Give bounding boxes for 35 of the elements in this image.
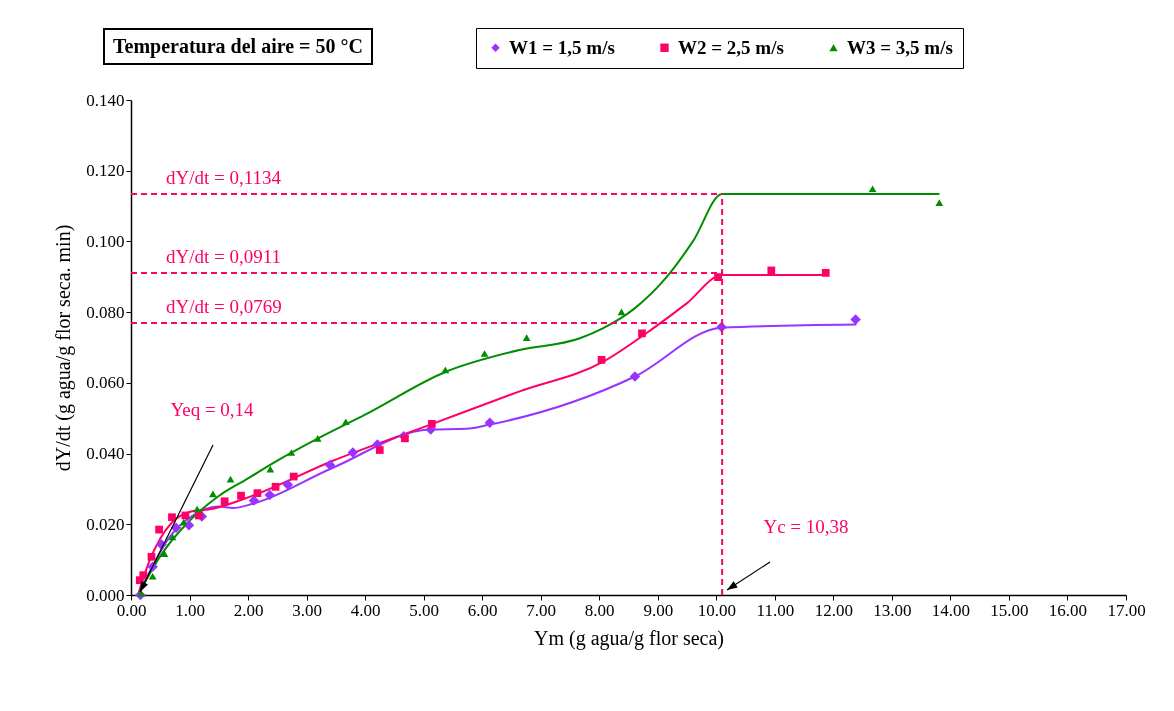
x-tick-label: 7.00 — [526, 600, 557, 620]
x-tick-label: 5.00 — [409, 600, 440, 620]
y-tick-label: 0.120 — [86, 161, 125, 181]
ref-line-label: dY/dt = 0,1134 — [166, 167, 282, 189]
ref-line-label: dY/dt = 0,0911 — [166, 245, 282, 267]
y-tick-label: 0.100 — [86, 231, 125, 251]
y-tick-label: 0.040 — [86, 444, 125, 464]
x-tick-label: 2.00 — [233, 600, 264, 620]
legend-label: W2 = 2,5 m/s — [678, 36, 784, 58]
x-tick-label: 15.00 — [990, 600, 1029, 620]
y-tick-label: 0.080 — [86, 302, 125, 322]
ref-line-label: dY/dt = 0,0769 — [166, 296, 282, 318]
x-tick-label: 1.00 — [175, 600, 205, 620]
x-axis-title: Ym (g agua/g flor seca) — [534, 626, 724, 650]
x-tick-label: 4.00 — [350, 600, 381, 620]
annotation: Yeq = 0,14 — [170, 399, 255, 420]
y-tick-label: 0.140 — [86, 90, 125, 110]
x-tick-label: 12.00 — [814, 600, 853, 620]
y-axis-title: dY/dt (g agua/g flor seca. min) — [52, 224, 76, 472]
x-tick-label: 6.00 — [467, 600, 498, 620]
annotation: Yc = 10,38 — [763, 516, 849, 537]
y-tick-label: 0.060 — [86, 373, 125, 393]
x-tick-label: 17.00 — [1107, 600, 1146, 620]
legend-label: W3 = 3,5 m/s — [847, 36, 953, 58]
x-tick-label: 14.00 — [931, 600, 971, 620]
chart-title: Temperatura del aire = 50 °C — [103, 28, 373, 65]
x-tick-label: 9.00 — [643, 600, 674, 620]
x-tick-label: 10.00 — [697, 600, 736, 620]
x-tick-label: 16.00 — [1048, 600, 1088, 620]
legend-label: W1 = 1,5 m/s — [509, 36, 615, 58]
x-tick-label: 13.00 — [873, 600, 912, 620]
y-tick-label: 0.020 — [86, 514, 125, 534]
x-tick-label: 3.00 — [292, 600, 322, 620]
x-tick-label: 8.00 — [584, 600, 615, 620]
x-tick-label: 11.00 — [756, 600, 795, 620]
